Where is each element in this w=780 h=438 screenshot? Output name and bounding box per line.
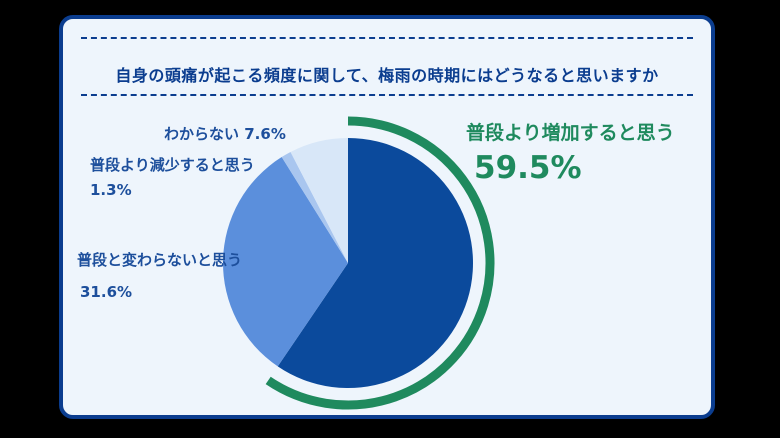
bottom-dashed-divider [81,94,693,96]
value-increase: 59.5% [474,150,582,186]
label-same: 普段と変わらないと思う [77,251,243,269]
highlight-arc [265,116,495,410]
value-decrease: 1.3% [90,181,132,199]
value-unknown: 7.6% [244,125,286,143]
top-dashed-divider [81,37,693,39]
slice-increase [277,138,473,388]
label-increase: 普段より増加すると思う [466,122,675,144]
chart-title: 自身の頭痛が起こる頻度に関して、梅雨の時期にはどうなると思いますか [115,66,659,85]
slice-same [222,157,348,367]
label-unknown-text: わからない [164,125,240,143]
label-unknown: わからない 7.6% [164,124,286,144]
label-decrease: 普段より減少すると思う [90,156,255,174]
slice-unknown [290,138,348,263]
slice-decrease [281,151,348,263]
value-same: 31.6% [80,283,133,301]
